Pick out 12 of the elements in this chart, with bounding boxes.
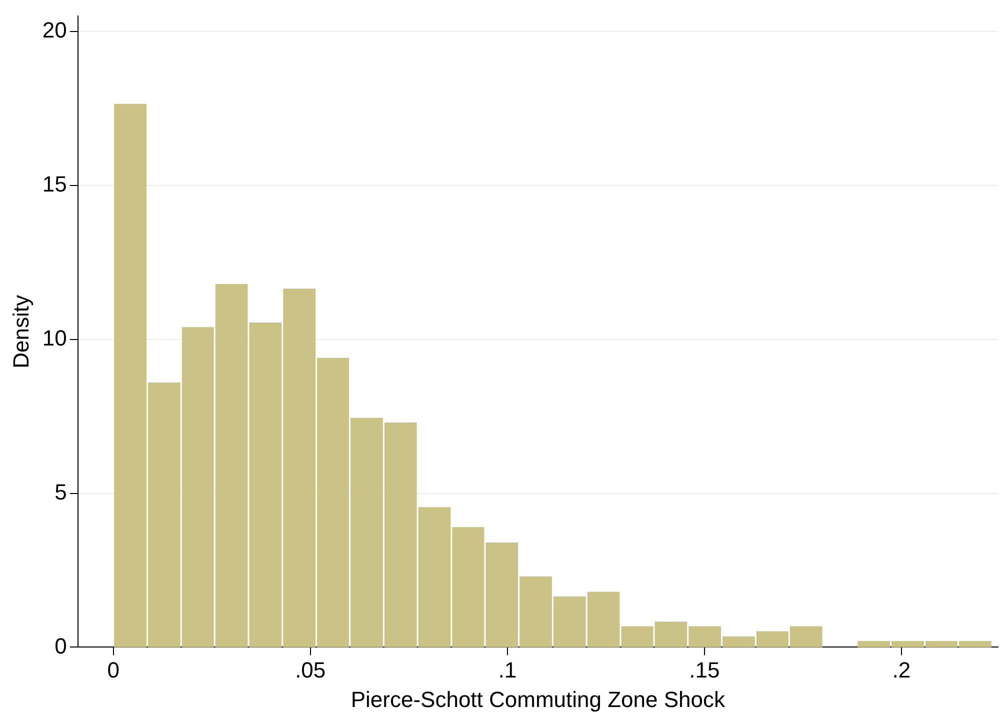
y-tick-label: 0	[54, 633, 67, 658]
y-axis-title: Density	[8, 295, 34, 368]
x-tick-label: .15	[689, 657, 720, 682]
y-tick-label: 10	[42, 325, 67, 350]
y-tick-label: 20	[42, 18, 67, 43]
x-tick-label: 0	[107, 657, 120, 682]
x-tick-label: .2	[892, 657, 911, 682]
y-tick-label: 5	[54, 479, 67, 504]
x-tick-label: .1	[498, 657, 517, 682]
x-axis-title: Pierce-Schott Commuting Zone Shock	[350, 686, 726, 712]
y-tick-label: 15	[42, 172, 67, 197]
x-tick-label: .05	[295, 657, 326, 682]
